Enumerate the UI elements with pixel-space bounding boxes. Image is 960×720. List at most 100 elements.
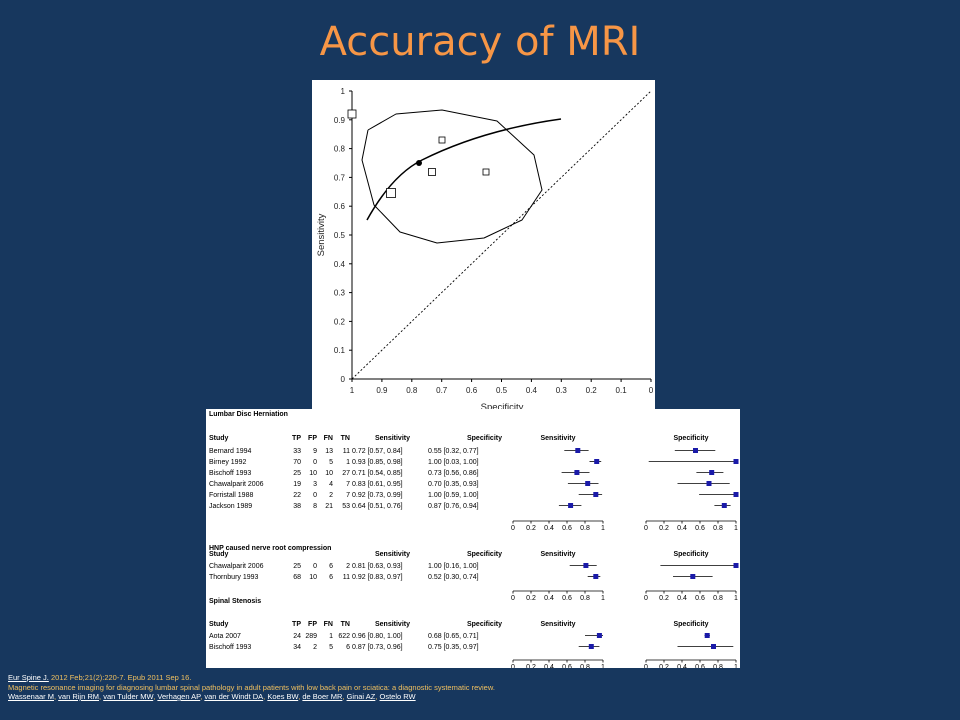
forest-axis-label: 1 [601, 664, 605, 668]
prediction-region [361, 109, 543, 244]
sensitivity-point [588, 644, 594, 649]
y-tick-label: 0.4 [334, 260, 346, 269]
x-tick-label: 0.9 [376, 386, 388, 395]
y-axis-title: Sensitivity [316, 213, 327, 256]
cell-fp: 2 [313, 644, 317, 651]
x-tick-label: 0.4 [526, 386, 538, 395]
forest-plot: Lumbar Disc Herniation Study TP FP FN TN Sensi… [206, 409, 740, 671]
cell-sensitivity: 0.93 [0.85, 0.98] [352, 459, 403, 466]
cell-fp: 0 [313, 492, 317, 499]
author-link[interactable]: Koes BW [267, 692, 299, 701]
sensitivity-point [593, 492, 599, 497]
col-header-fn: FN [324, 621, 333, 628]
forest-axis-label: 0.8 [580, 525, 590, 532]
forest-axis-label: 1 [734, 525, 738, 532]
study-name: Bernard 1994 [209, 448, 252, 455]
cell-fp: 8 [313, 503, 317, 510]
specificity-point [733, 459, 739, 464]
forest-axis-label: 0.2 [526, 525, 536, 532]
article-title: Magnetic resonance imaging for diagnosin… [8, 682, 495, 692]
col-header-fp: FP [308, 435, 317, 442]
x-tick-label: 0.7 [436, 386, 448, 395]
cell-fn: 6 [329, 574, 333, 581]
cell-tp: 33 [293, 448, 301, 455]
y-tick-label: 0.6 [334, 202, 346, 211]
col-header-tn: TN [341, 435, 350, 442]
forest-axis-label: 0.8 [580, 595, 590, 602]
cell-fn: 5 [329, 644, 333, 651]
author-separator: , [200, 692, 205, 701]
cell-tn: 1 [346, 459, 350, 466]
author-separator: , [298, 692, 303, 701]
study-name: Chawalparit 2006 [209, 563, 264, 570]
sensitivity-point [594, 459, 600, 464]
summary-point [416, 160, 422, 166]
cell-sensitivity: 0.96 [0.80, 1.00] [352, 633, 403, 640]
author-link[interactable]: Ostelo RW [379, 692, 416, 701]
forest-axis-label: 0.4 [677, 595, 687, 602]
author-link[interactable]: de Boer MR [302, 692, 343, 701]
forest-axis-label: 0.2 [659, 595, 669, 602]
forest-axis-label: 1 [734, 664, 738, 668]
plot-header-specificity: Specificity [673, 621, 708, 628]
section-title: Spinal Stenosis [209, 598, 261, 605]
cell-fp: 0 [313, 563, 317, 570]
author-link[interactable]: van der Windt DA [204, 692, 264, 701]
cell-tp: 34 [293, 644, 301, 651]
cell-tp: 22 [293, 492, 301, 499]
col-header-sensitivity: Sensitivity [375, 621, 410, 628]
author-separator: , [153, 692, 158, 701]
cell-specificity: 0.52 [0.30, 0.74] [428, 574, 479, 581]
col-header-study: Study [209, 435, 229, 442]
specificity-point [693, 448, 698, 453]
cell-tn: 53 [342, 503, 350, 510]
cell-tp: 68 [293, 574, 301, 581]
specificity-point [733, 492, 739, 497]
journal-link[interactable]: Eur Spine J. [8, 673, 49, 682]
study-name: Aota 2007 [209, 633, 241, 640]
x-tick-label: 0.1 [616, 386, 628, 395]
col-header-tn: TN [341, 621, 350, 628]
forest-axis-label: 0.4 [544, 664, 554, 668]
sroc-svg: 0 0.1 0.2 0.3 0.4 0.5 0.6 0.7 0.8 0.9 1 1 0.9 0.8 0.7 0… [316, 87, 654, 413]
cell-tp: 25 [293, 470, 301, 477]
cell-specificity: 0.68 [0.65, 0.71] [428, 633, 479, 640]
sroc-curve [366, 118, 562, 221]
author-link[interactable]: Ginai AZ [346, 692, 376, 701]
cell-sensitivity: 0.87 [0.73, 0.96] [352, 644, 403, 651]
forest-axis-label: 0.2 [526, 664, 536, 668]
author-link[interactable]: Verhagen AP [157, 692, 201, 701]
forest-axis-label: 0 [511, 595, 515, 602]
cell-sensitivity: 0.92 [0.73, 0.99] [352, 492, 403, 499]
forest-axis-label: 0.2 [526, 595, 536, 602]
x-tick-label: 0 [649, 386, 654, 395]
cell-specificity: 1.00 [0.59, 1.00] [428, 492, 479, 499]
author-separator: , [54, 692, 59, 701]
x-tick-label: 1 [350, 386, 355, 395]
cell-tp: 38 [293, 503, 301, 510]
study-point [438, 136, 446, 144]
forest-axis-label: 0.8 [713, 595, 723, 602]
section-title: Lumbar Disc Herniation [209, 411, 288, 418]
col-header-specificity: Specificity [467, 621, 502, 628]
author-link[interactable]: Wassenaar M [8, 692, 54, 701]
cell-sensitivity: 0.71 [0.54, 0.85] [352, 470, 403, 477]
cell-tn: 11 [343, 448, 350, 455]
col-header-tp: TP [292, 621, 301, 628]
cell-tn: 11 [343, 574, 350, 581]
col-header-study: Study [209, 551, 229, 558]
forest-axis-label: 0.8 [713, 664, 723, 668]
forest-axis-label: 0.6 [562, 595, 572, 602]
cell-sensitivity: 0.92 [0.83, 0.97] [352, 574, 403, 581]
sensitivity-point [574, 470, 580, 475]
author-link[interactable]: van Tulder MW [103, 692, 154, 701]
x-tick-label: 0.8 [406, 386, 418, 395]
specificity-point [711, 644, 716, 649]
author-link[interactable]: van Rijn RM [58, 692, 100, 701]
cell-sensitivity: 0.64 [0.51, 0.76] [352, 503, 403, 510]
cell-specificity: 0.87 [0.76, 0.94] [428, 503, 479, 510]
sensitivity-point [568, 503, 574, 508]
cell-tn: 6 [346, 644, 350, 651]
cell-specificity: 0.55 [0.32, 0.77] [428, 448, 479, 455]
col-header-fp: FP [308, 621, 317, 628]
